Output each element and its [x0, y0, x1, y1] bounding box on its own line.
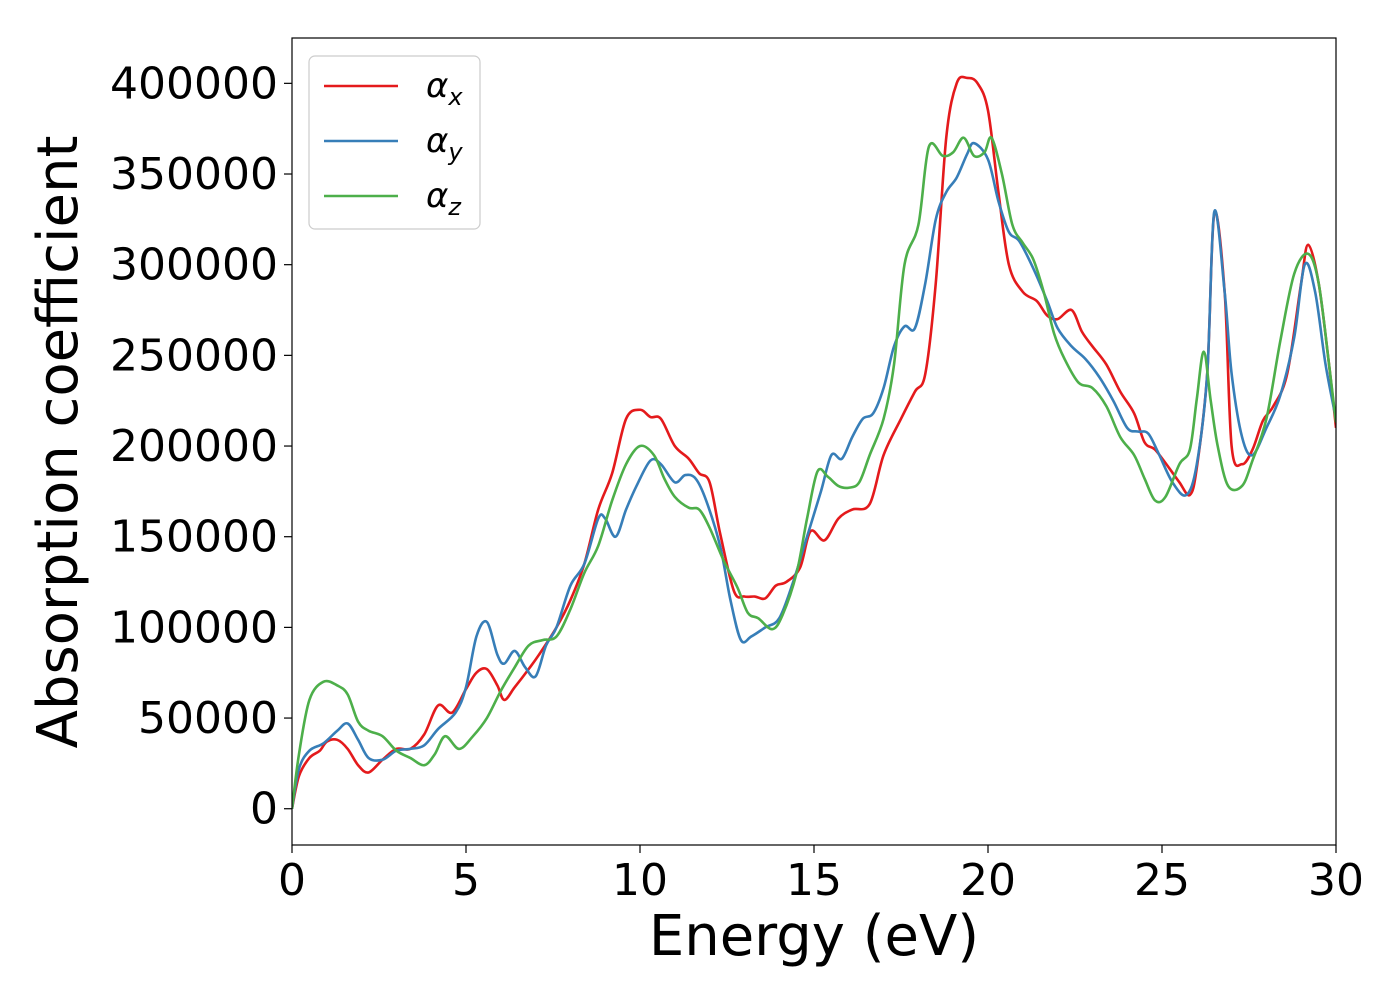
x-tick-label: 0: [278, 855, 306, 906]
x-tick-label: 15: [786, 855, 842, 906]
legend-box: [308, 55, 481, 230]
y-axis-ticks: 0 50000 100000 150000 200000 250000 300000 3500…: [110, 58, 292, 835]
legend-label-z: αz: [426, 176, 462, 221]
y-axis-title: Absorption coefficient: [26, 136, 91, 749]
series-line-y: [292, 141, 1336, 809]
y-tick-label: 100000: [110, 602, 278, 653]
legend-label-x: αx: [426, 66, 463, 111]
x-axis-title: Energy (eV): [649, 904, 979, 969]
y-tick-label: 200000: [110, 421, 278, 472]
x-tick-label: 20: [960, 855, 1016, 906]
legend-label-y: αy: [426, 121, 463, 166]
series-line-z: [292, 135, 1336, 809]
y-tick-label: 150000: [110, 512, 278, 563]
y-tick-label: 400000: [110, 58, 278, 109]
y-tick-label: 50000: [138, 693, 278, 744]
x-tick-label: 5: [452, 855, 480, 906]
y-tick-label: 250000: [110, 330, 278, 381]
x-tick-label: 30: [1308, 855, 1364, 906]
y-tick-label: 350000: [110, 149, 278, 200]
x-tick-label: 10: [612, 855, 668, 906]
y-tick-label: 0: [250, 784, 278, 835]
x-axis-ticks: 0 5 10 15 20 25 30: [278, 845, 1364, 906]
x-tick-label: 25: [1134, 855, 1190, 906]
y-tick-label: 300000: [110, 240, 278, 291]
series-layer: [292, 75, 1336, 810]
legend: αx αy αz: [308, 55, 481, 230]
